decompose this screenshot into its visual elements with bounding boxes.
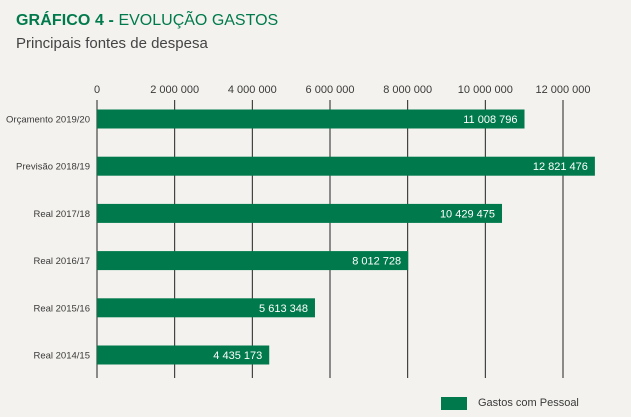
x-tick-label: 8 000 000 bbox=[383, 84, 432, 96]
data-label: 12 821 476 bbox=[533, 161, 588, 173]
x-tick-label: 4 000 000 bbox=[228, 84, 277, 96]
bar bbox=[97, 109, 525, 129]
bar bbox=[97, 251, 409, 271]
x-tick-label: 12 000 000 bbox=[535, 84, 590, 96]
chart-title: GRÁFICO 4 - EVOLUÇÃO GASTOS bbox=[16, 11, 278, 31]
data-label: 5 613 348 bbox=[259, 303, 308, 315]
category-label: Real 2016/17 bbox=[33, 256, 90, 267]
x-tick-label: 2 000 000 bbox=[150, 84, 199, 96]
legend-label: Gastos com Pessoal bbox=[478, 397, 579, 409]
x-tick-label: 6 000 000 bbox=[306, 84, 355, 96]
bar bbox=[97, 345, 270, 365]
category-label: Previsão 2018/19 bbox=[16, 162, 90, 173]
data-label: 10 429 475 bbox=[440, 208, 495, 220]
x-tick-label: 0 bbox=[94, 84, 100, 96]
chart-title-number: GRÁFICO 4 - bbox=[16, 12, 114, 29]
chart-title-text: EVOLUÇÃO GASTOS bbox=[118, 12, 279, 29]
data-label: 11 008 796 bbox=[463, 114, 517, 126]
category-label: Real 2014/15 bbox=[33, 351, 90, 362]
data-label: 4 435 173 bbox=[213, 350, 262, 362]
legend: Gastos com Pessoal bbox=[441, 396, 579, 410]
bar bbox=[97, 203, 503, 223]
bar bbox=[97, 298, 315, 318]
category-label: Orçamento 2019/20 bbox=[6, 115, 90, 126]
bar bbox=[97, 156, 595, 176]
category-label: Real 2017/18 bbox=[33, 209, 90, 220]
x-tick-label: 10 000 000 bbox=[458, 84, 513, 96]
legend-swatch bbox=[441, 396, 467, 410]
data-label: 8 012 728 bbox=[352, 256, 401, 268]
chart-subtitle: Principais fontes de despesa bbox=[16, 35, 208, 52]
category-label: Real 2015/16 bbox=[33, 303, 90, 314]
